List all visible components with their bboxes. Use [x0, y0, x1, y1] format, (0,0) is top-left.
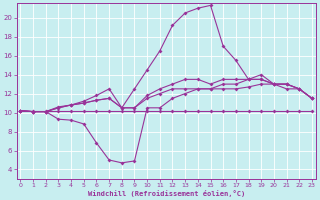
X-axis label: Windchill (Refroidissement éolien,°C): Windchill (Refroidissement éolien,°C): [88, 190, 245, 197]
